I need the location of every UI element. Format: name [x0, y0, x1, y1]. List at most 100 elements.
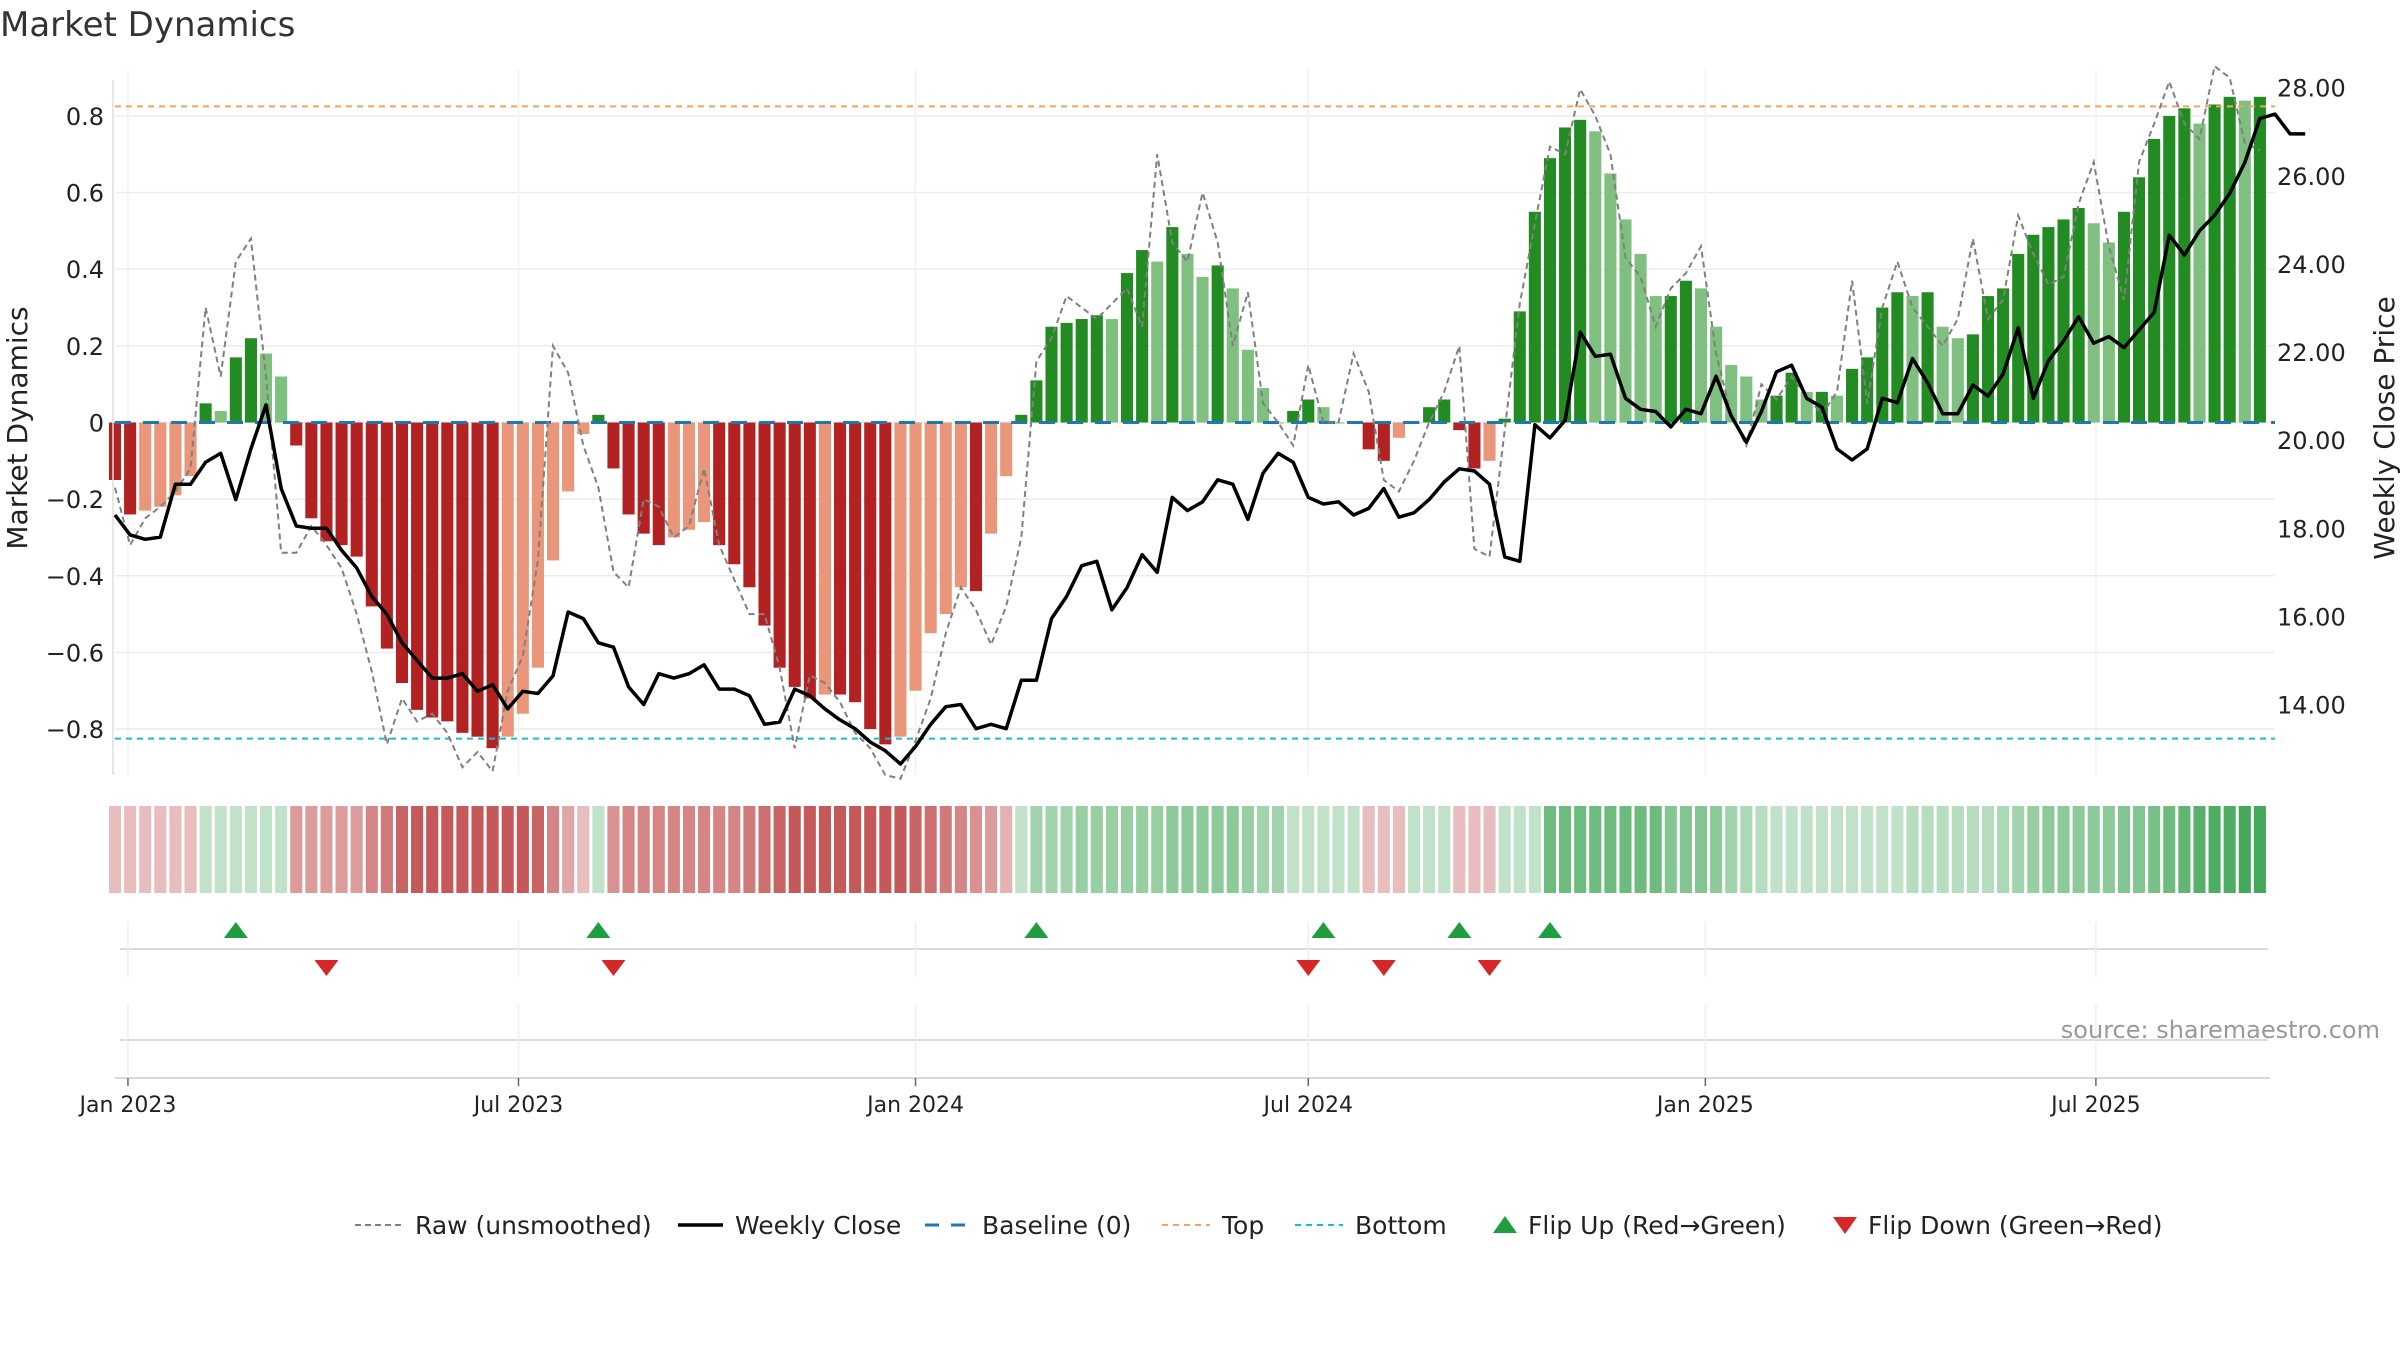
y2-tick-label: 28.00: [2277, 75, 2346, 103]
legend-swatch-flip-up: [1493, 1216, 1517, 1233]
bar-week-117: [1876, 307, 1889, 423]
bar-week-129: [2057, 219, 2070, 423]
bar-week-74: [1226, 288, 1239, 423]
bar-week-16: [350, 422, 363, 557]
bar-week-123: [1966, 334, 1979, 423]
x-tick-label: Jul 2024: [1262, 1093, 1354, 1118]
x-tick-label: Jul 2023: [472, 1093, 564, 1118]
bar-week-102: [1649, 296, 1662, 423]
regime-cell-52: [894, 806, 907, 893]
regime-cell-124: [1981, 806, 1995, 893]
bar-week-105: [1694, 288, 1708, 423]
regime-cell-69: [1151, 806, 1164, 893]
regime-cell-47: [818, 806, 831, 893]
flip-up-marker-4: [1447, 922, 1472, 938]
regime-cell-46: [803, 806, 816, 893]
regime-cell-14: [320, 806, 333, 893]
flip-up-marker-3: [1311, 922, 1336, 938]
bar-week-84: [1377, 422, 1390, 461]
regime-cell-99: [1604, 806, 1617, 893]
regime-cell-9: [244, 806, 257, 893]
regime-strip: [108, 806, 2266, 893]
regime-cell-61: [1030, 806, 1043, 893]
regime-cell-113: [1815, 806, 1828, 893]
regime-cell-29: [547, 806, 560, 893]
bar-week-51: [879, 422, 892, 745]
regime-cell-128: [2042, 806, 2055, 893]
regime-cell-73: [1211, 806, 1224, 893]
weekly-close-line: [113, 112, 2306, 766]
y2-tick-label: 22.00: [2277, 339, 2346, 367]
regime-cell-49: [849, 806, 862, 893]
regime-cell-112: [1800, 806, 1813, 893]
legend-label: Baseline (0): [982, 1211, 1131, 1240]
regime-cell-92: [1498, 806, 1511, 893]
bar-week-60: [1015, 414, 1028, 423]
source-note: source: sharemaestro.com: [2061, 1016, 2380, 1044]
regime-cell-38: [682, 806, 696, 893]
regime-cell-91: [1483, 806, 1496, 893]
bar-week-73: [1211, 265, 1224, 423]
regime-cell-51: [879, 806, 892, 893]
regime-cell-12: [290, 806, 303, 893]
regime-cell-85: [1392, 806, 1405, 893]
regime-cell-26: [501, 806, 514, 893]
axes: 0.8 0.6 0.4 0.2 0 −0.2 −0.4 −0.6 −0.8 28.00 26.00 2…: [1, 75, 2400, 775]
regime-cell-80: [1317, 806, 1330, 893]
y2-tick-label: 14.00: [2277, 692, 2346, 720]
bar-week-43: [758, 422, 771, 626]
bar-week-132: [2102, 242, 2115, 423]
regime-cell-65: [1090, 806, 1103, 893]
raw-line: [114, 64, 2261, 780]
y-tick-label: 0.6: [66, 180, 104, 208]
bar-week-61: [1030, 380, 1043, 423]
regime-cell-139: [2208, 806, 2221, 893]
legend: Raw (unsmoothed) Weekly Close Baseline (0)…: [355, 1211, 2163, 1240]
bar-week-67: [1120, 273, 1134, 423]
flip-up-marker-2: [1024, 922, 1049, 938]
regime-cell-81: [1332, 806, 1345, 893]
bar-week-126: [2012, 253, 2025, 423]
bar-week-48: [833, 422, 847, 695]
regime-cell-31: [577, 806, 590, 893]
bar-week-139: [2208, 104, 2221, 423]
bar-week-15: [335, 422, 348, 546]
regime-cell-22: [441, 806, 454, 893]
bar-week-33: [607, 422, 620, 469]
regime-cell-10: [260, 806, 273, 893]
bar-week-120: [1921, 292, 1934, 423]
bar-week-12: [290, 422, 303, 446]
bar-week-110: [1770, 395, 1783, 423]
regime-cell-96: [1559, 806, 1572, 893]
regime-cell-87: [1423, 806, 1436, 893]
bar-week-18: [380, 422, 393, 649]
bar-week-35: [637, 422, 650, 534]
regime-cell-117: [1876, 806, 1889, 893]
regime-cell-110: [1770, 806, 1783, 893]
flip-markers: [120, 922, 2268, 1075]
bar-week-21: [426, 422, 439, 718]
bar-week-127: [2027, 234, 2040, 423]
regime-cell-135: [2148, 806, 2161, 893]
bar-week-135: [2148, 138, 2161, 423]
regime-cell-4: [169, 806, 182, 893]
regime-cell-78: [1287, 806, 1300, 893]
flip-down-marker-2: [1296, 960, 1321, 976]
y-tick-label: −0.4: [46, 563, 104, 591]
bar-week-83: [1362, 422, 1375, 450]
y-axis-label: Market Dynamics: [1, 306, 34, 549]
bar-week-41: [728, 422, 741, 565]
regime-cell-126: [2012, 806, 2025, 893]
regime-cell-24: [471, 806, 484, 893]
y2-tick-label: 18.00: [2277, 515, 2346, 543]
x-tick-label: Jan 2024: [865, 1093, 964, 1118]
y2-tick-label: 20.00: [2277, 427, 2346, 455]
bar-week-22: [441, 422, 454, 722]
regime-cell-111: [1785, 806, 1798, 893]
regime-cell-141: [2238, 806, 2251, 893]
bar-week-65: [1090, 315, 1103, 423]
x-tick-label: Jul 2025: [2049, 1093, 2141, 1118]
regime-cell-114: [1830, 806, 1843, 893]
regime-cell-66: [1105, 806, 1118, 893]
bar-week-76: [1256, 388, 1270, 423]
